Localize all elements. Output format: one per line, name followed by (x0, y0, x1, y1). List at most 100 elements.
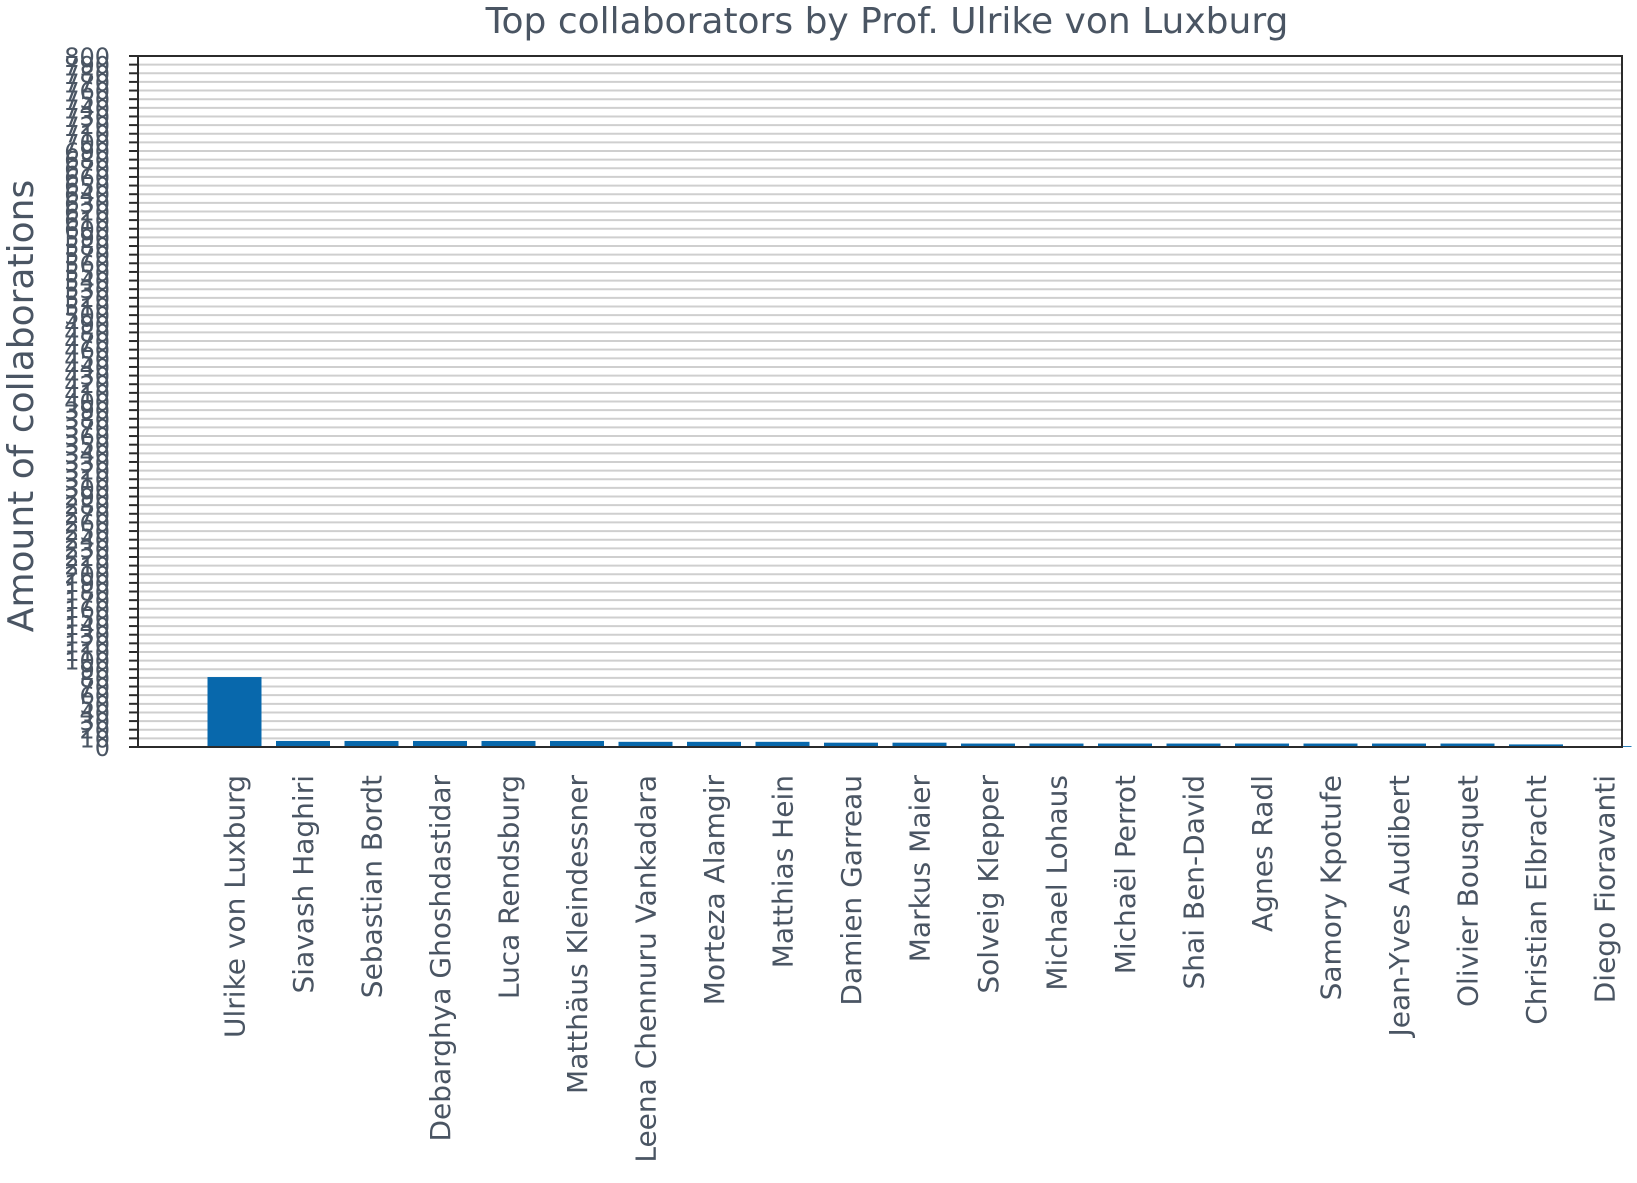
bar (892, 742, 947, 747)
y-tick-label: 280 (64, 492, 110, 520)
bar (481, 740, 536, 747)
y-tick-label: 60 (79, 682, 110, 710)
y-tick-label: 360 (64, 423, 110, 451)
bar (1098, 743, 1152, 747)
y-tick-label: 780 (64, 60, 110, 88)
y-tick-label: 680 (64, 147, 110, 175)
bar (1029, 743, 1084, 747)
x-tick-label: Olivier Bousquet (1452, 775, 1485, 1007)
bars (207, 677, 1632, 747)
y-tick-label: 420 (64, 371, 110, 399)
y-tick-label: 120 (64, 630, 110, 658)
x-tick-label: Damien Garreau (835, 775, 868, 1006)
x-tick-label: Sebastian Bordt (356, 775, 389, 998)
bar (276, 740, 330, 747)
y-tick-label: 250 (64, 518, 110, 546)
y-tick-label: 600 (64, 216, 110, 244)
bar (550, 740, 604, 747)
y-tick-label: 720 (64, 112, 110, 140)
y-tick-label: 220 (64, 544, 110, 572)
x-tick-label: Jean-Yves Audibert (1383, 775, 1416, 1039)
x-tick-label: Debarghya Ghoshdastidar (424, 775, 457, 1142)
y-tick-label: 50 (79, 691, 110, 719)
y-tick-label: 630 (64, 190, 110, 218)
y-tick-label: 640 (64, 181, 110, 209)
y-tick-label: 620 (64, 198, 110, 226)
bar (207, 677, 262, 747)
y-tick-label: 210 (64, 553, 110, 581)
y-tick-label: 70 (79, 674, 110, 702)
y-tick-label: 0 (95, 734, 110, 762)
x-tick-label: Morteza Alamgir (698, 775, 731, 1006)
x-tick-label: Matthias Hein (767, 775, 800, 968)
y-tick-label: 370 (64, 414, 110, 442)
y-tick-label: 320 (64, 458, 110, 486)
y-tick-label: 570 (64, 242, 110, 270)
y-axis-ticks: 0102030405060708090100110120130140150160… (64, 43, 138, 762)
y-tick-label: 30 (79, 708, 110, 736)
y-tick-label: 290 (64, 484, 110, 512)
y-tick-label: 310 (64, 466, 110, 494)
y-tick-label: 610 (64, 207, 110, 235)
y-tick-label: 80 (79, 665, 110, 693)
y-tick-label: 110 (64, 639, 110, 667)
y-tick-label: 760 (64, 78, 110, 106)
bar (687, 741, 741, 747)
y-axis-label: Amount of collaborations (1, 180, 42, 632)
y-tick-label: 350 (64, 432, 110, 460)
x-tick-label: Matthäus Kleindessner (561, 775, 594, 1094)
x-tick-label: Agnes Radl (1246, 775, 1279, 932)
y-tick-label: 690 (64, 138, 110, 166)
y-tick-label: 750 (64, 86, 110, 114)
x-tick-label: Shai Ben-David (1178, 775, 1211, 989)
y-tick-label: 90 (79, 656, 110, 684)
y-tick-label: 10 (79, 725, 110, 753)
y-tick-label: 380 (64, 406, 110, 434)
x-axis-ticks: Ulrike von Luxburg Siavash Haghiri Sebasti… (219, 775, 1622, 1163)
bar (1509, 744, 1563, 747)
y-tick-label: 100 (64, 648, 110, 676)
x-tick-label: Markus Maier (904, 775, 937, 963)
y-tick-label: 430 (64, 363, 110, 391)
y-tick-label: 400 (64, 389, 110, 417)
y-tick-label: 240 (64, 527, 110, 555)
x-tick-label: Solveig Klepper (972, 775, 1005, 994)
y-tick-label: 440 (64, 354, 110, 382)
y-tick-label: 140 (64, 613, 110, 641)
y-tick-label: 270 (64, 501, 110, 529)
y-tick-label: 740 (64, 95, 110, 123)
x-tick-label: Luca Rendsburg (493, 775, 526, 999)
y-tick-label: 260 (64, 509, 110, 537)
y-tick-label: 150 (64, 604, 110, 632)
bar (824, 742, 878, 747)
y-tick-label: 160 (64, 596, 110, 624)
bar (344, 740, 399, 747)
y-tick-label: 180 (64, 579, 110, 607)
x-tick-label: Samory Kpotufe (1315, 775, 1348, 1000)
x-tick-label: Siavash Haghiri (287, 775, 320, 993)
bar (1235, 743, 1289, 747)
y-tick-label: 800 (64, 43, 110, 71)
grid-lines (138, 55, 1622, 748)
y-tick-label: 710 (64, 121, 110, 149)
y-tick-label: 490 (64, 311, 110, 339)
y-tick-label: 300 (64, 475, 110, 503)
y-tick-label: 520 (64, 285, 110, 313)
bar (961, 743, 1015, 747)
y-tick-label: 580 (64, 233, 110, 261)
bar (1166, 743, 1221, 747)
y-tick-label: 340 (64, 440, 110, 468)
x-tick-label: Michael Lohaus (1041, 775, 1074, 991)
x-tick-label: Leena Chennuru Vankadara (630, 775, 663, 1163)
y-tick-label: 480 (64, 319, 110, 347)
y-tick-label: 40 (79, 699, 110, 727)
y-tick-label: 20 (79, 717, 110, 745)
y-tick-label: 230 (64, 535, 110, 563)
bar (755, 741, 810, 747)
y-tick-label: 530 (64, 276, 110, 304)
y-tick-label: 560 (64, 250, 110, 278)
y-tick-label: 200 (64, 561, 110, 589)
y-tick-label: 330 (64, 449, 110, 477)
y-tick-label: 410 (64, 380, 110, 408)
